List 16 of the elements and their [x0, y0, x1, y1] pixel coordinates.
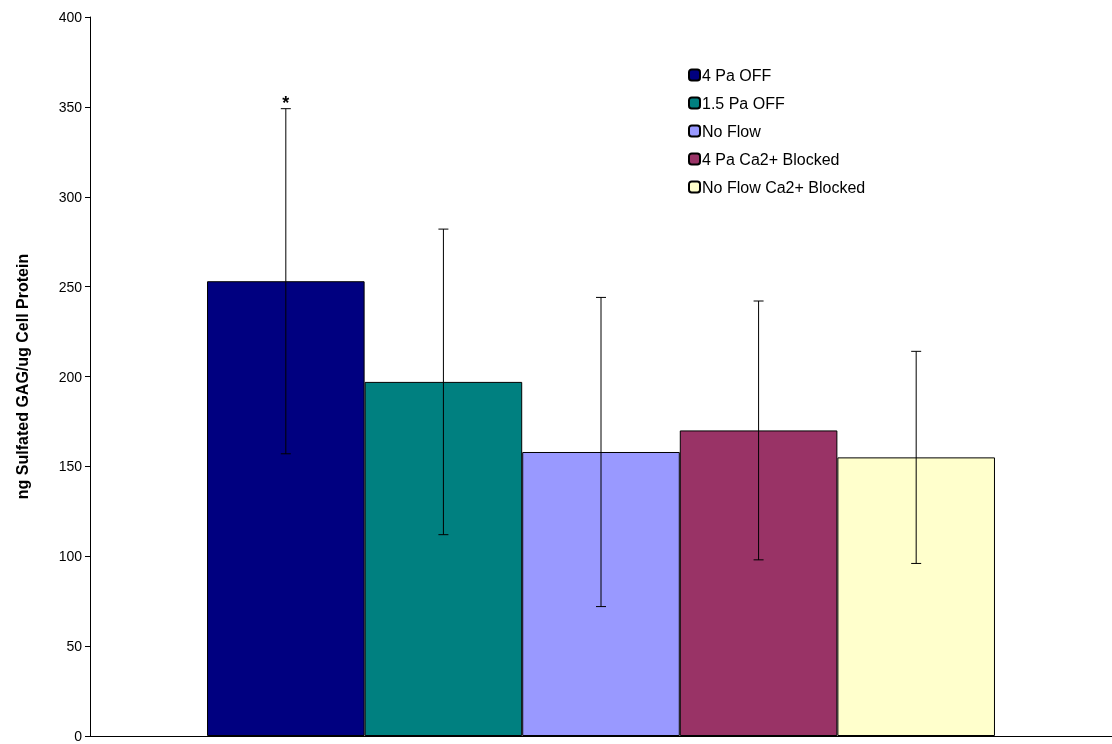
y-tick-label: 200: [58, 368, 83, 385]
y-axis-title: ng Sulfated GAG/ug Cell Protein: [13, 253, 31, 500]
legend-label: 1.5 Pa OFF: [702, 94, 785, 112]
y-tick-label: 350: [58, 98, 83, 115]
legend-label: 4 Pa Ca2+ Blocked: [702, 150, 840, 168]
y-tick-label: 50: [66, 638, 83, 655]
y-tick-label: 400: [58, 9, 83, 25]
y-tick-label: 0: [74, 728, 83, 744]
y-tick-label: 150: [58, 458, 83, 475]
y-tick-label: 250: [58, 278, 83, 295]
annotation: *: [282, 93, 290, 114]
y-tick-label: 300: [58, 188, 83, 205]
legend-label: No Flow: [702, 122, 762, 140]
legend-label: 4 Pa OFF: [702, 66, 772, 84]
y-tick-label: 100: [58, 548, 83, 565]
legend-label: No Flow Ca2+ Blocked: [702, 178, 866, 196]
